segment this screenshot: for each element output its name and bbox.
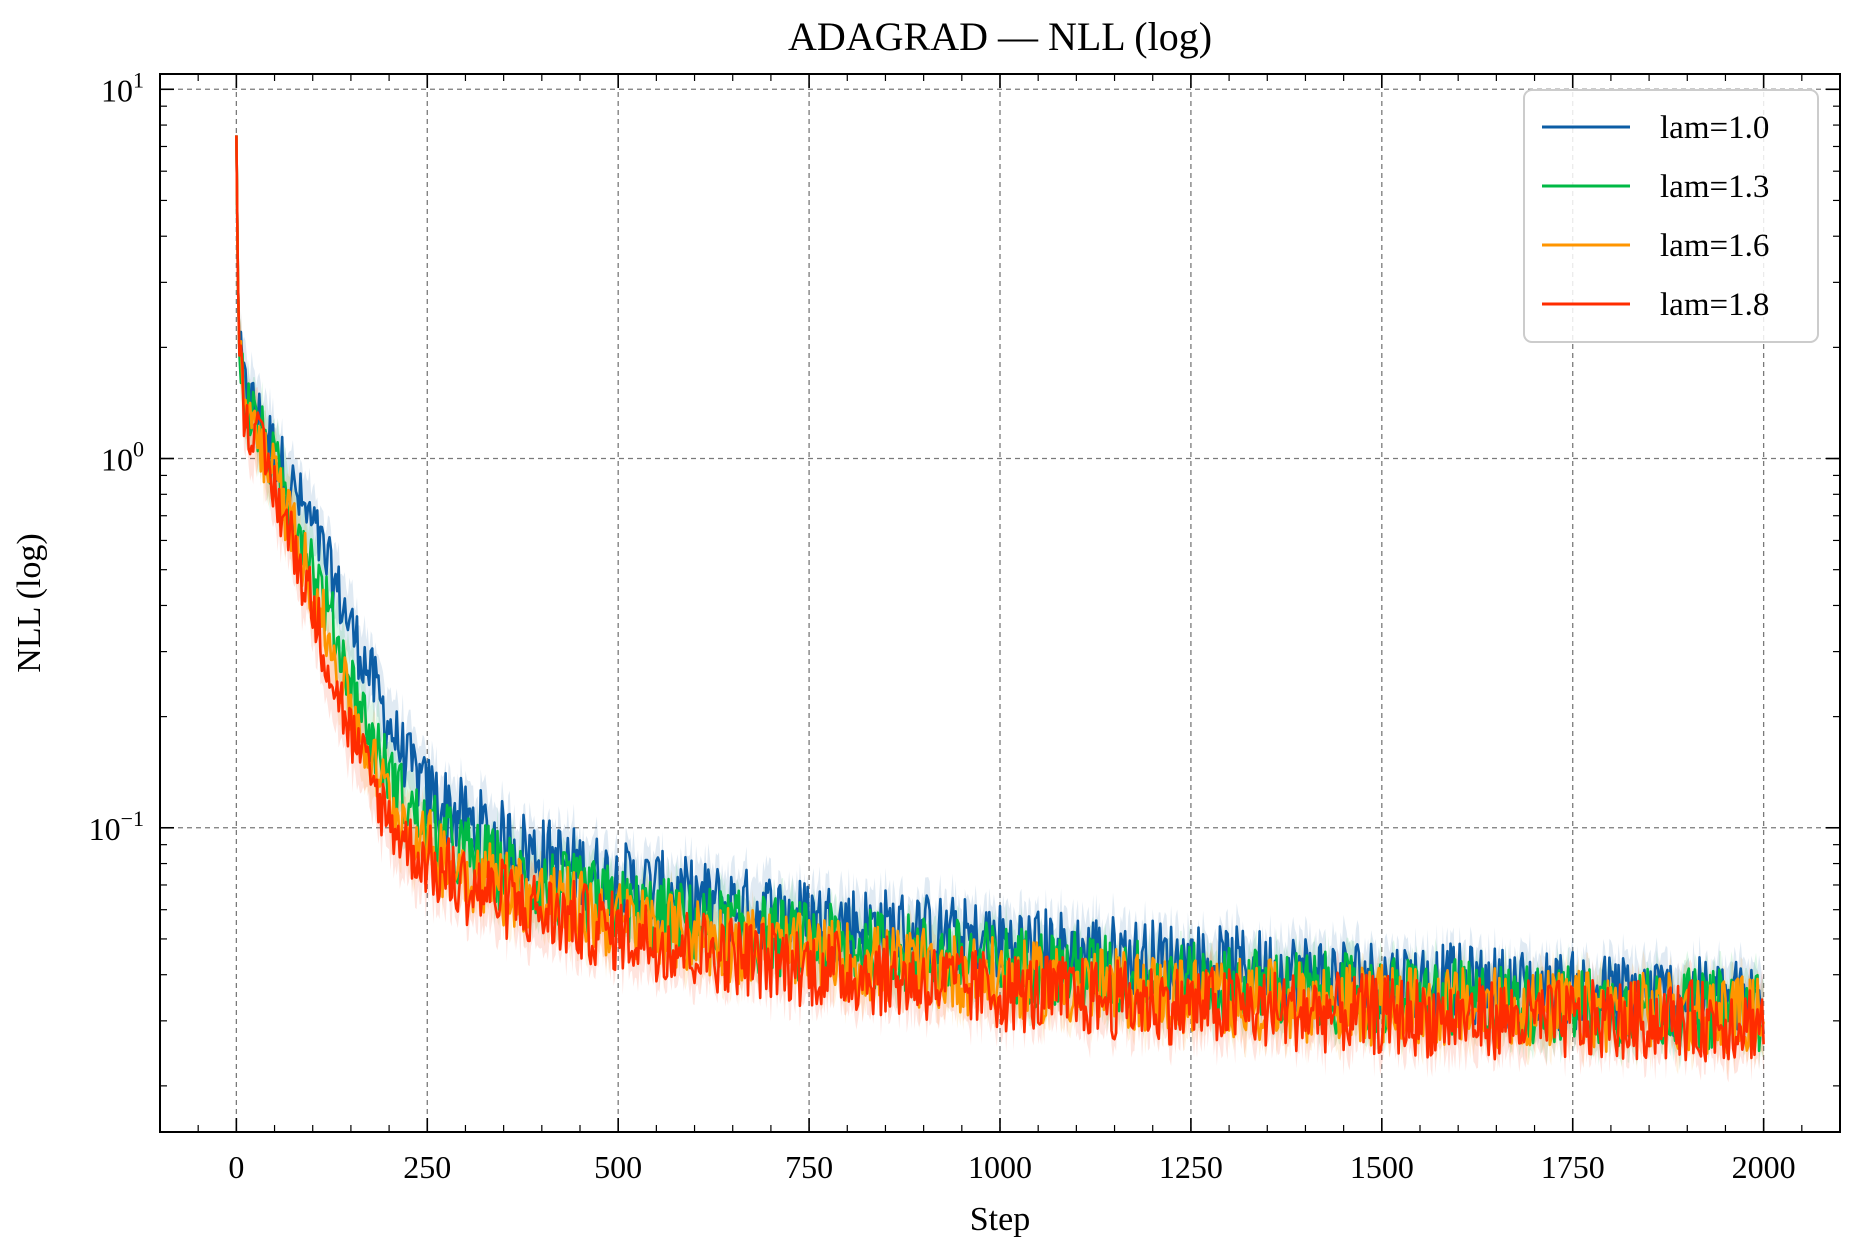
x-axis-label: Step <box>970 1201 1030 1238</box>
legend-label-lam=1.8: lam=1.8 <box>1660 287 1769 323</box>
tick-layer: 0 250 500 750 1000 1250 1500 1750 2000 101 100 10−1 <box>89 67 1841 1185</box>
x-tick-label: 2000 <box>1732 1149 1796 1185</box>
x-tick-label: 1000 <box>968 1149 1032 1185</box>
series-layer <box>235 135 1765 1063</box>
legend-box <box>1523 89 1819 343</box>
x-tick-label: 250 <box>403 1149 451 1185</box>
x-tick-label: 0 <box>228 1149 244 1185</box>
confidence-band-lam=1.6 <box>236 128 1764 1077</box>
y-tick-label: 10−1 <box>89 806 144 847</box>
y-tick-label: 101 <box>101 67 144 108</box>
legend: lam=1.0 lam=1.3 lam=1.6 lam=1.8 <box>1523 89 1819 343</box>
legend-label-lam=1.0: lam=1.0 <box>1660 110 1769 146</box>
x-tick-label: 750 <box>785 1149 833 1185</box>
series-line-lam=1.8 <box>235 135 1765 1063</box>
legend-label-lam=1.6: lam=1.6 <box>1660 228 1769 264</box>
y-axis-label: NLL (log) <box>11 533 48 672</box>
x-tick-label: 1250 <box>1159 1149 1223 1185</box>
x-tick-label: 500 <box>594 1149 642 1185</box>
legend-label-lam=1.3: lam=1.3 <box>1660 169 1769 205</box>
y-tick-label: 100 <box>101 437 144 478</box>
x-tick-label: 1750 <box>1541 1149 1605 1185</box>
x-tick-label: 1500 <box>1350 1149 1414 1185</box>
chart-title: ADAGRAD — NLL (log) <box>788 14 1212 59</box>
